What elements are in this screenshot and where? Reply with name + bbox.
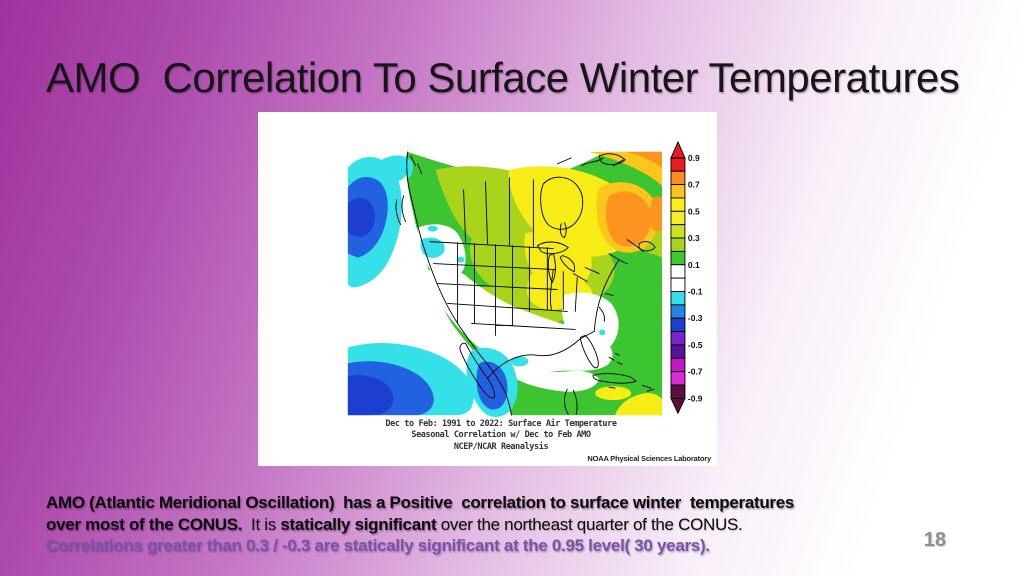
colorbar-tick-label: 0.3 [688, 233, 700, 243]
colorbar-tick-label: -0.9 [688, 393, 703, 403]
colorbar-down-arrow [670, 397, 686, 415]
correlation-map: 0.9 0.7 0.5 0.3 0.1 -0.1 -0.3 -0.5 -0.7 -0.9 [347, 140, 703, 417]
colorbar: 0.9 0.7 0.5 0.3 0.1 -0.1 -0.3 -0.5 -0.7 -0.9 [670, 140, 703, 415]
colorbar-tick-label: 0.9 [688, 153, 700, 163]
figure-captions: Dec to Feb: 1991 to 2022: Surface Air Te… [286, 419, 716, 453]
colorbar-tick-label: 0.7 [688, 180, 700, 190]
colorbar-tick-label: -0.1 [688, 286, 703, 296]
figure-caption-line2: Seasonal Correlation w/ Dec to Feb AMO [411, 429, 591, 440]
figure-panel: 0.9 0.7 0.5 0.3 0.1 -0.1 -0.3 -0.5 -0.7 -0.9 Dec … [258, 112, 717, 466]
colorbar-up-arrow [670, 140, 686, 159]
colorbar-tick-label: -0.7 [688, 367, 703, 377]
map-border-lines [395, 151, 656, 416]
body-line-1: AMO (Atlantic Meridional Oscillation) ha… [46, 493, 795, 512]
slide-title: AMO Correlation To Surface Winter Temper… [46, 54, 960, 101]
body-line-2: over most of the CONUS. It is statically… [46, 514, 743, 534]
figure-caption-line1: Dec to Feb: 1991 to 2022: Surface Air Te… [385, 419, 617, 429]
colorbar-tick-label: 0.1 [688, 260, 700, 270]
colorbar-tick-label: 0.5 [688, 206, 700, 216]
colorbar-tick-label: -0.3 [688, 313, 703, 323]
figure-credit: NOAA Physical Sciences Laboratory [587, 454, 711, 463]
page-number: 18 [923, 529, 946, 551]
body-line-3: Correlations greater than 0.3 / -0.3 are… [46, 536, 710, 555]
colorbar-tick-label: -0.5 [688, 340, 703, 350]
figure-caption-line3: NCEP/NCAR Reanalysis [453, 442, 549, 452]
map-fill-layers [347, 151, 663, 417]
body-text: AMO (Atlantic Meridional Oscillation) ha… [46, 492, 966, 557]
